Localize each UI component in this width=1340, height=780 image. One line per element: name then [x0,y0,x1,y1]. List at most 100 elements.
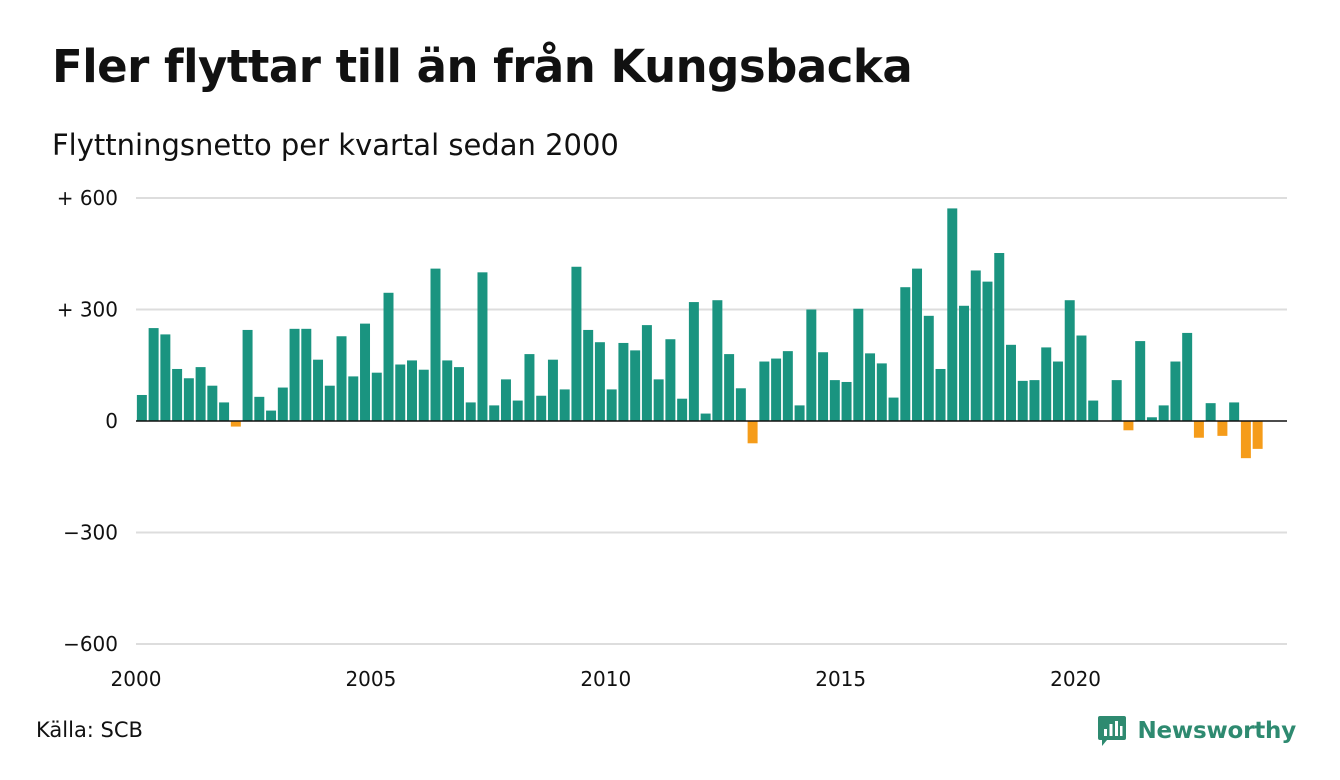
bar [759,361,770,421]
bar [888,397,899,421]
bar [524,354,535,421]
bar [477,272,488,421]
bar [1146,417,1157,421]
y-tick-label: 0 [105,409,118,433]
y-axis-labels: + 600 + 300 0 −300 −600 [57,186,118,656]
y-tick-label: −300 [63,521,118,545]
bar [313,359,324,421]
bar [653,379,664,421]
bar [266,410,277,421]
bar [747,421,758,444]
bar [395,364,406,421]
bar [195,367,206,421]
bar [841,381,852,421]
bar [1229,402,1240,421]
bar [771,358,782,421]
bar [219,402,230,421]
y-tick-label: −600 [63,632,118,656]
bar [829,380,840,421]
bar [383,292,394,421]
bar [1240,421,1251,459]
bar [923,315,934,421]
bar [1252,421,1263,449]
bar [1123,421,1134,431]
bar [207,385,218,421]
bar [782,351,793,421]
source-note: Källa: SCB [36,718,143,742]
bar [230,421,241,427]
bar-chart: + 600 + 300 0 −300 −600 2000 2005 2010 2015 2020 [57,186,1287,691]
x-tick-label: 2010 [580,667,631,691]
bar [688,302,699,421]
bar [559,389,570,421]
bar [500,379,511,421]
bar [994,253,1005,421]
y-tick-label: + 600 [57,186,118,210]
bar [935,368,946,421]
bar [982,281,993,422]
bar [1041,347,1052,421]
bar [618,342,629,421]
bar [547,359,558,421]
bar [489,405,500,421]
bar [1006,344,1016,421]
x-axis-labels: 2000 2005 2010 2015 2020 [111,667,1101,691]
bar [289,328,300,421]
bar [970,270,981,421]
bar [641,325,652,421]
x-tick-label: 2015 [815,667,866,691]
bar [700,413,711,421]
bar [148,328,159,421]
chart-title: Fler flyttar till än från Kungsbacka [52,40,913,93]
bar [594,342,605,421]
bar [1158,405,1169,421]
bar [453,367,464,421]
bar [360,323,371,421]
bar [136,394,147,421]
x-tick-label: 2005 [345,667,396,691]
bar [794,405,805,421]
bar [172,368,183,421]
bar [465,402,476,421]
bar [1076,335,1087,421]
bar [900,287,911,421]
bar [1193,421,1204,438]
brand-name: Newsworthy [1137,718,1296,744]
bar [301,328,312,421]
bar [1205,403,1216,421]
bar [407,360,417,421]
bar [242,329,253,421]
bar [853,308,864,421]
bar [430,268,441,421]
bar [959,305,969,421]
brand-logo: Newsworthy [1097,712,1296,750]
bar [1088,400,1099,421]
bar [1111,380,1122,421]
bar [677,398,688,421]
bar [818,352,829,421]
bar [348,376,359,421]
bar [324,385,335,421]
y-tick-label: + 300 [57,298,118,322]
bar [712,300,723,421]
bar [876,363,887,421]
bar [665,339,676,421]
bar [1029,380,1040,421]
bar [418,369,429,421]
bar [583,329,594,421]
bar [254,396,265,421]
bar [606,389,617,421]
bar [183,378,194,421]
bar [1182,332,1193,421]
bar [1017,380,1028,421]
bar [735,388,746,421]
bar [371,372,382,421]
chart-subtitle: Flyttningsnetto per kvartal sedan 2000 [52,128,619,162]
x-tick-label: 2000 [111,667,162,691]
bars [136,208,1263,459]
bar [571,266,582,421]
bar [160,334,171,421]
bar [1064,300,1075,421]
bar [1170,361,1181,421]
bar [724,354,735,421]
